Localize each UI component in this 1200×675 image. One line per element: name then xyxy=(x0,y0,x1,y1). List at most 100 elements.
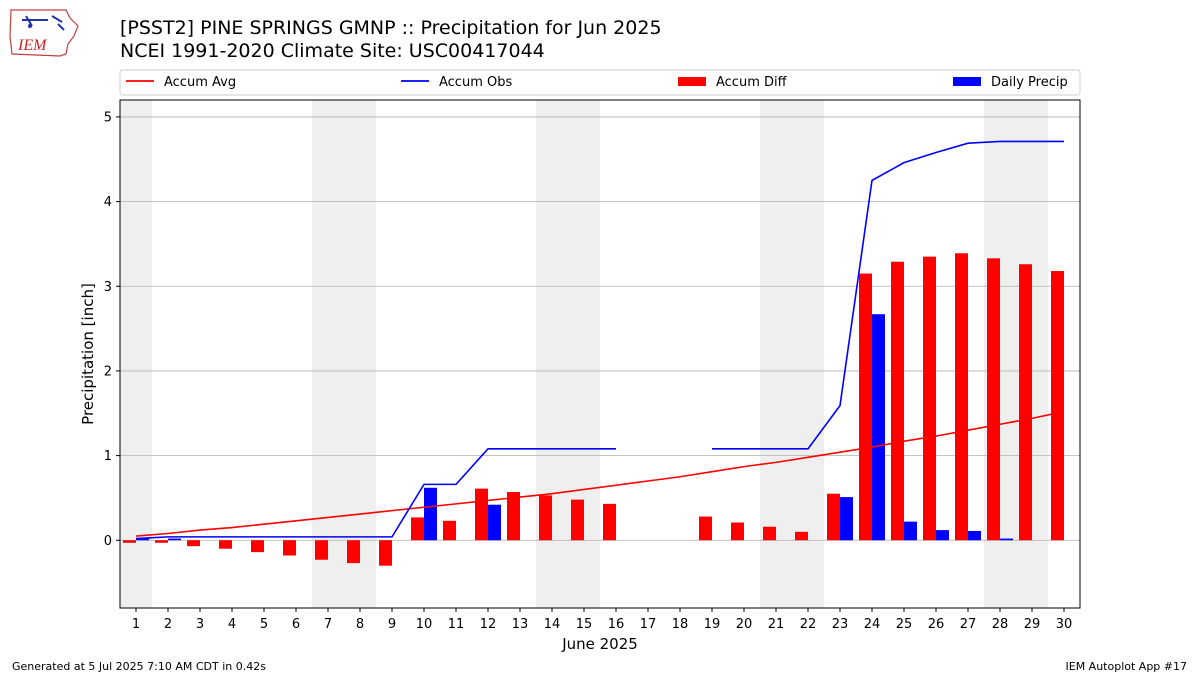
accum-diff-bar xyxy=(539,495,552,541)
legend-patch-swatch xyxy=(678,77,706,86)
accum-diff-bar xyxy=(795,531,808,541)
x-tick-label: 6 xyxy=(292,617,300,632)
accum-diff-bar xyxy=(827,493,840,541)
x-tick-label: 5 xyxy=(260,617,268,632)
logo-text: IEM xyxy=(17,37,48,54)
daily-precip-bar xyxy=(488,504,501,541)
x-tick-label: 7 xyxy=(324,617,332,632)
x-tick-label: 2 xyxy=(164,617,172,632)
x-tick-label: 14 xyxy=(544,617,561,632)
daily-precip-bar xyxy=(872,314,885,541)
daily-precip-bar xyxy=(1000,538,1013,541)
legend-label: Accum Avg xyxy=(164,75,236,90)
accum-diff-bar xyxy=(315,540,328,560)
y-tick-label: 3 xyxy=(104,280,112,295)
daily-precip-bar xyxy=(168,538,181,541)
daily-precip-bar xyxy=(904,521,917,541)
x-tick-label: 1 xyxy=(132,617,140,632)
accum-diff-bar xyxy=(219,540,232,549)
accum-diff-bar xyxy=(123,540,136,543)
x-tick-label: 9 xyxy=(388,617,396,632)
accum-diff-bar xyxy=(283,540,296,556)
legend: Accum Avg Accum Obs Accum Diff Daily Precip xyxy=(119,69,1081,96)
x-tick-label: 22 xyxy=(800,617,817,632)
x-tick-label: 19 xyxy=(704,617,721,632)
accum-diff-bar xyxy=(187,540,200,547)
x-tick-label: 12 xyxy=(480,617,497,632)
iowa-outline-icon xyxy=(9,9,79,57)
legend-label: Daily Precip xyxy=(991,75,1068,90)
weekend-band xyxy=(312,100,376,608)
app-credit: IEM Autoplot App #17 xyxy=(1065,660,1188,673)
bar-series xyxy=(123,253,1064,566)
weekend-band xyxy=(120,100,152,608)
x-tick-label: 20 xyxy=(736,617,753,632)
accum-diff-bar xyxy=(923,256,936,541)
generated-timestamp: Generated at 5 Jul 2025 7:10 AM CDT in 0… xyxy=(12,660,266,673)
x-tick-label: 24 xyxy=(864,617,881,632)
legend-box xyxy=(119,69,1081,96)
plot-frame xyxy=(119,99,1081,609)
x-tick-label: 26 xyxy=(928,617,945,632)
x-tick-label: 25 xyxy=(896,617,913,632)
accum-diff-bar xyxy=(1019,264,1032,541)
accum-diff-bar xyxy=(347,540,360,564)
x-tick-label: 15 xyxy=(576,617,593,632)
x-tick-label: 23 xyxy=(832,617,849,632)
x-tick-label: 8 xyxy=(356,617,364,632)
accum-diff-bar xyxy=(987,258,1000,541)
daily-precip-bar xyxy=(968,530,981,541)
x-tick-label: 16 xyxy=(608,617,625,632)
accum-diff-bar xyxy=(571,499,584,541)
y-tick-label: 1 xyxy=(104,449,112,464)
x-tick-label: 29 xyxy=(1024,617,1041,632)
weekend-band xyxy=(760,100,824,608)
accum-diff-bar xyxy=(251,540,264,553)
x-tick-label: 21 xyxy=(768,617,785,632)
accum-obs-line xyxy=(135,448,616,540)
accum-diff-bar xyxy=(699,516,712,541)
accum-diff-bar xyxy=(379,540,392,566)
accum-diff-bar xyxy=(603,503,616,541)
x-tick-label: 18 xyxy=(672,617,689,632)
chart-title: [PSST2] PINE SPRINGS GMNP :: Precipitati… xyxy=(120,17,662,39)
y-tick-label: 2 xyxy=(104,364,112,379)
y-tick-label: 0 xyxy=(104,534,112,549)
daily-precip-bar xyxy=(424,487,437,541)
x-tick-label: 3 xyxy=(196,617,204,632)
y-axis-label: Precipitation [inch] xyxy=(79,283,97,425)
accum-diff-bar xyxy=(859,273,872,541)
chart-subtitle: NCEI 1991-2020 Climate Site: USC00417044 xyxy=(120,40,545,62)
x-tick-label: 17 xyxy=(640,617,657,632)
accum-diff-bar xyxy=(475,488,488,541)
x-axis: 1 2 3 4 5 6 7 8 9 10 11 12 13 14 15 16 17 18 19 20 21 22 23 24 2… xyxy=(132,608,1072,632)
accum-diff-bar xyxy=(411,517,424,541)
x-tick-label: 4 xyxy=(228,617,236,632)
accum-diff-bar xyxy=(507,492,520,541)
x-tick-label: 11 xyxy=(448,617,465,632)
legend-patch-swatch xyxy=(953,77,981,86)
y-tick-label: 5 xyxy=(104,110,112,125)
daily-precip-bar xyxy=(840,497,853,541)
x-tick-label: 28 xyxy=(992,617,1009,632)
accum-diff-bar xyxy=(731,522,744,541)
legend-label: Accum Diff xyxy=(716,75,788,90)
y-tick-label: 4 xyxy=(104,195,112,210)
accum-diff-bar xyxy=(443,520,456,541)
weather-instrument-icon xyxy=(22,15,65,31)
accum-diff-bar xyxy=(955,253,968,541)
x-tick-label: 10 xyxy=(416,617,433,632)
x-tick-label: 30 xyxy=(1056,617,1073,632)
legend-label: Accum Obs xyxy=(439,75,512,90)
line-series xyxy=(135,140,1065,540)
daily-precip-bar xyxy=(136,538,149,541)
daily-precip-bar xyxy=(936,530,949,541)
accum-diff-bar xyxy=(155,540,168,543)
y-axis: 0 1 2 3 4 5 xyxy=(104,110,120,549)
x-tick-label: 13 xyxy=(512,617,529,632)
accum-avg-line xyxy=(135,410,1065,537)
x-axis-label: June 2025 xyxy=(561,635,638,653)
iem-logo: IEM xyxy=(9,9,79,57)
y-gridlines xyxy=(120,116,1080,541)
